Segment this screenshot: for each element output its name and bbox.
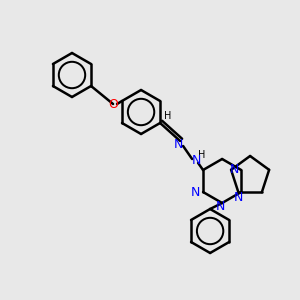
Text: N: N [190, 185, 200, 199]
Text: H: H [198, 150, 206, 160]
Text: N: N [215, 200, 225, 214]
Text: N: N [230, 163, 239, 176]
Text: N: N [173, 137, 183, 151]
Text: O: O [108, 98, 118, 110]
Text: N: N [191, 154, 201, 166]
Text: N: N [234, 191, 243, 204]
Text: H: H [164, 111, 172, 121]
